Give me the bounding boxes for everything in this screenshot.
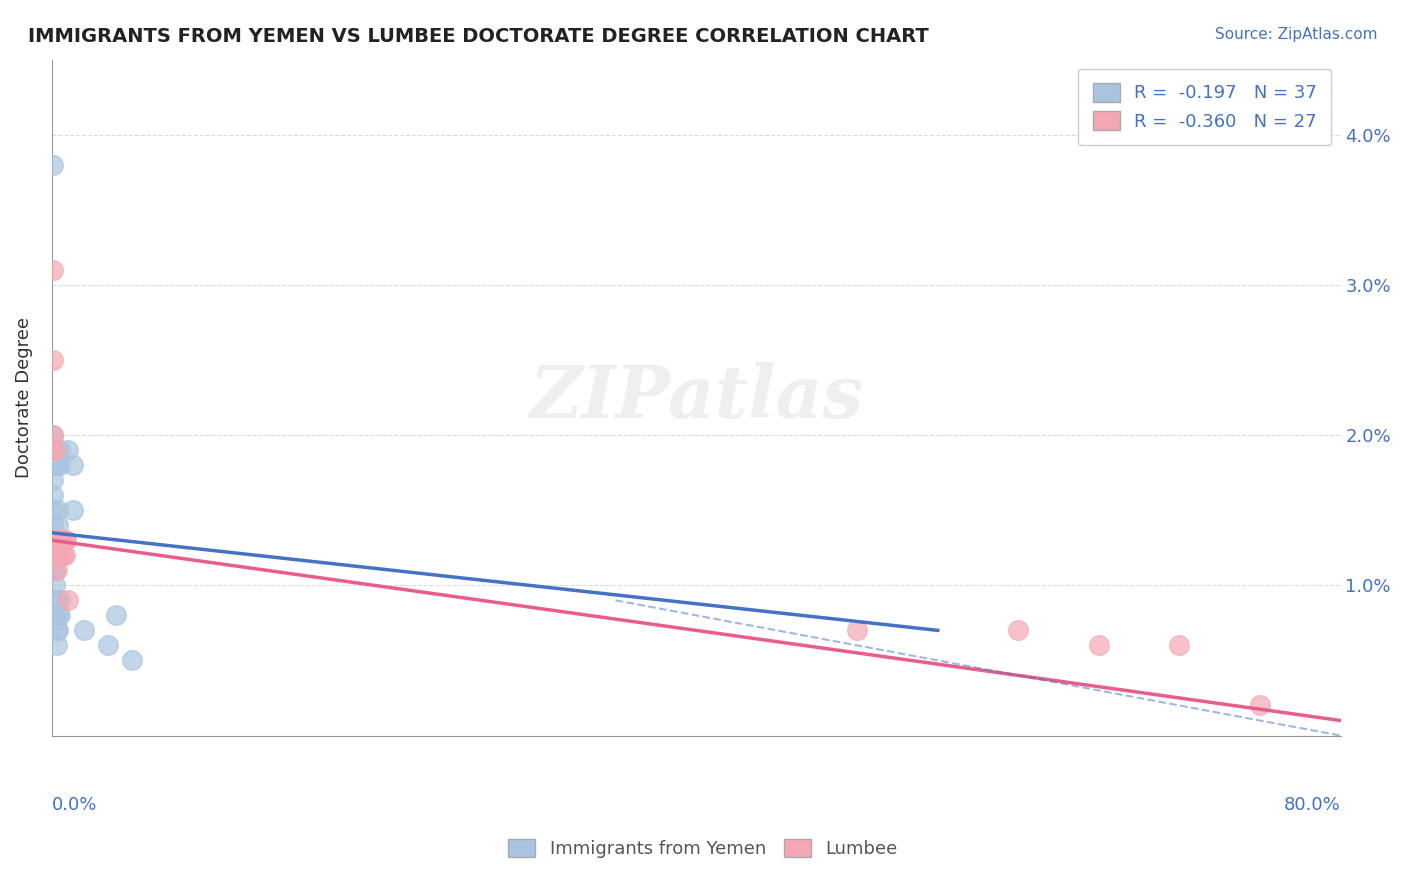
Legend: R =  -0.197   N = 37, R =  -0.360   N = 27: R = -0.197 N = 37, R = -0.360 N = 27: [1078, 69, 1331, 145]
Point: [42, 263, 65, 277]
Point: [44, 443, 66, 458]
Point: [53, 533, 76, 548]
Point: [55, 533, 77, 548]
Point: [45, 458, 67, 472]
Text: 80.0%: 80.0%: [1284, 796, 1340, 814]
Point: [46, 608, 69, 623]
Point: [44, 578, 66, 592]
Legend: Immigrants from Yemen, Lumbee: Immigrants from Yemen, Lumbee: [501, 831, 905, 865]
Point: [62, 458, 84, 472]
Point: [42, 428, 65, 442]
Point: [121, 653, 143, 667]
Point: [42, 548, 65, 562]
Point: [45, 624, 67, 638]
Point: [846, 624, 869, 638]
Point: [56, 593, 79, 607]
Point: [51, 548, 73, 562]
Point: [42, 488, 65, 502]
Point: [49, 458, 72, 472]
Text: Source: ZipAtlas.com: Source: ZipAtlas.com: [1215, 27, 1378, 42]
Point: [45, 639, 67, 653]
Point: [1168, 639, 1191, 653]
Point: [49, 593, 72, 607]
Point: [1007, 624, 1029, 638]
Point: [97, 639, 120, 653]
Point: [42, 428, 65, 442]
Point: [1088, 639, 1111, 653]
Point: [42, 458, 65, 472]
Point: [44, 593, 66, 607]
Point: [45, 548, 67, 562]
Point: [46, 503, 69, 517]
Point: [44, 548, 66, 562]
Point: [45, 533, 67, 548]
Point: [53, 548, 76, 562]
Point: [42, 158, 65, 172]
Point: [42, 443, 65, 458]
Point: [42, 443, 65, 458]
Point: [44, 548, 66, 562]
Point: [42, 533, 65, 548]
Point: [45, 443, 67, 458]
Point: [49, 443, 72, 458]
Point: [44, 443, 66, 458]
Point: [42, 473, 65, 487]
Point: [45, 563, 67, 577]
Point: [46, 624, 69, 638]
Point: [46, 518, 69, 533]
Point: [1249, 698, 1271, 713]
Point: [44, 608, 66, 623]
Point: [44, 563, 66, 577]
Point: [105, 608, 128, 623]
Point: [42, 533, 65, 548]
Point: [62, 503, 84, 517]
Point: [51, 533, 73, 548]
Point: [42, 518, 65, 533]
Point: [73, 624, 96, 638]
Text: IMMIGRANTS FROM YEMEN VS LUMBEE DOCTORATE DEGREE CORRELATION CHART: IMMIGRANTS FROM YEMEN VS LUMBEE DOCTORAT…: [28, 27, 929, 45]
Point: [49, 533, 72, 548]
Point: [42, 503, 65, 517]
Point: [42, 548, 65, 562]
Point: [52, 548, 75, 562]
Text: 0.0%: 0.0%: [52, 796, 97, 814]
Point: [49, 608, 72, 623]
Text: ZIPatlas: ZIPatlas: [529, 362, 863, 433]
Point: [46, 548, 69, 562]
Point: [42, 353, 65, 368]
Point: [42, 563, 65, 577]
Point: [56, 443, 79, 458]
Point: [44, 533, 66, 548]
Point: [44, 458, 66, 472]
Point: [46, 533, 69, 548]
Y-axis label: Doctorate Degree: Doctorate Degree: [15, 317, 32, 478]
